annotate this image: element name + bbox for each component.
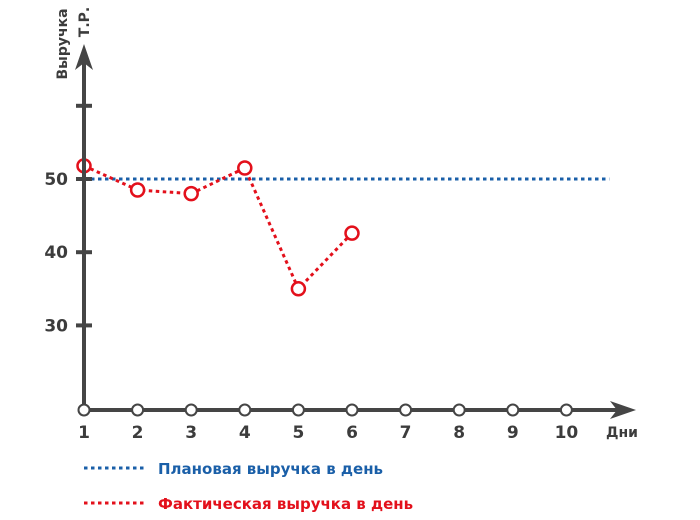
- legend-label: Фактическая выручка в день: [158, 495, 413, 513]
- y-tick-label: 40: [44, 243, 68, 263]
- x-tick-label: 5: [292, 423, 304, 443]
- actual-point: [344, 225, 360, 241]
- x-tick-label: 7: [400, 423, 412, 443]
- x-tick-label: 3: [185, 423, 197, 443]
- x-tick-marker: [559, 403, 573, 417]
- x-tick-marker: [452, 403, 466, 417]
- x-tick-label: 9: [507, 423, 519, 443]
- x-tick-label: 1: [78, 423, 90, 443]
- x-tick-marker: [291, 403, 305, 417]
- y-axis-arrow: [75, 44, 93, 70]
- x-tick-label: 10: [555, 423, 579, 443]
- x-tick-label: 8: [453, 423, 465, 443]
- x-tick-label: 4: [239, 423, 251, 443]
- x-tick-marker: [131, 403, 145, 417]
- actual-point: [237, 160, 253, 176]
- x-axis-arrow: [610, 401, 636, 419]
- actual-point: [129, 182, 146, 198]
- x-tick-marker: [345, 403, 359, 417]
- actual-line: [83, 164, 354, 292]
- y-axis-title: Выручка: [55, 8, 71, 79]
- x-axis-title: Дни: [606, 425, 638, 441]
- y-tick-label: 50: [44, 170, 68, 190]
- actual-point: [290, 281, 307, 297]
- x-tick-label: 2: [132, 423, 144, 443]
- x-tick-label: 6: [346, 423, 358, 443]
- legend: Плановая выручка в день Фактическая выруч…: [84, 460, 413, 513]
- x-tick-marker: [184, 403, 198, 417]
- x-tick-marker: [238, 403, 252, 417]
- x-tick-marker: [399, 403, 413, 417]
- actual-point: [183, 185, 199, 202]
- legend-label: Плановая выручка в день: [158, 460, 383, 478]
- y-tick-label: 30: [44, 316, 68, 336]
- x-tick-marker: [77, 403, 91, 417]
- x-tick-marker: [506, 403, 520, 417]
- series-layer: [76, 158, 610, 297]
- y-axis-unit: Т.Р.: [77, 7, 93, 37]
- axes-layer: 30 40 50 1 2 3 4 5 6 7 8 9 10 Дни Выручка Т.Р.: [44, 7, 638, 443]
